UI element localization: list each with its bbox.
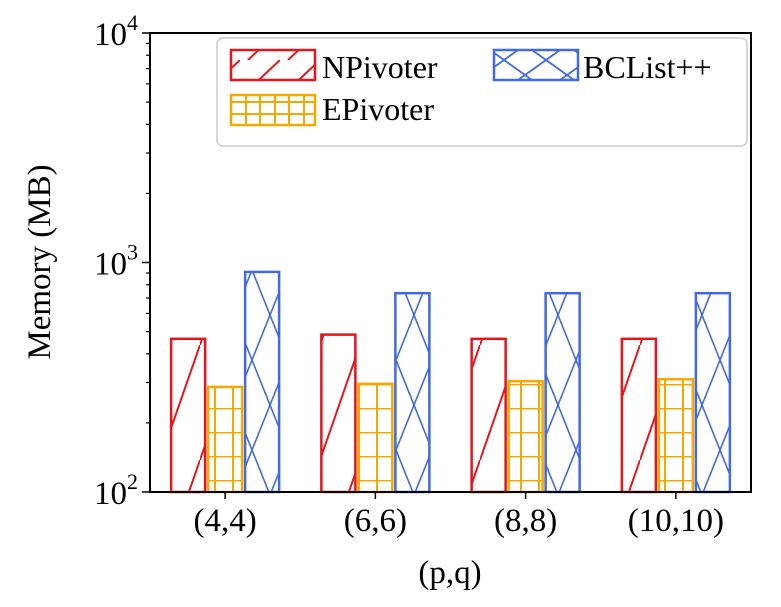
bar-epivoter-1	[357, 382, 394, 494]
x-tick-label: (10,10)	[628, 503, 724, 539]
legend-label-epivoter: EPivoter	[322, 91, 434, 127]
x-axis-label: (p,q)	[418, 555, 481, 591]
bar-npivoter-1	[320, 333, 357, 494]
legend-label-bclist: BCList++	[583, 49, 712, 85]
bar-epivoter-2	[507, 379, 544, 494]
bar-bclist-1	[394, 291, 431, 494]
bar-epivoter-3	[657, 377, 695, 494]
axis-ticks: (4,4) (6,6) (8,8) (10,10) 102 103 104	[94, 10, 724, 539]
x-tick-label: (4,4)	[194, 503, 257, 539]
x-tick-label: (6,6)	[344, 503, 407, 539]
legend-swatch-epivoter	[229, 93, 317, 127]
x-tick-label: (8,8)	[494, 503, 557, 539]
y-tick-label: 103	[94, 240, 138, 283]
y-tick-label: 102	[94, 469, 138, 512]
bar-npivoter-2	[470, 337, 507, 494]
bar-epivoter-0	[206, 385, 244, 494]
legend-swatch-bclist	[492, 48, 580, 82]
legend-box	[216, 37, 748, 147]
legend-swatch-npivoter	[229, 48, 317, 82]
bar-bclist-0	[243, 270, 281, 494]
y-axis-label: Memory (MB)	[22, 164, 58, 359]
bars-group	[169, 270, 732, 494]
y-tick-label: 104	[94, 10, 138, 53]
bar-bclist-3	[694, 291, 732, 494]
bar-bclist-2	[544, 291, 581, 494]
bar-npivoter-3	[620, 337, 658, 494]
legend-label-npivoter: NPivoter	[322, 49, 438, 85]
legend: NPivoter BCList++ EPivoter	[216, 37, 748, 147]
bar-npivoter-0	[169, 337, 207, 494]
